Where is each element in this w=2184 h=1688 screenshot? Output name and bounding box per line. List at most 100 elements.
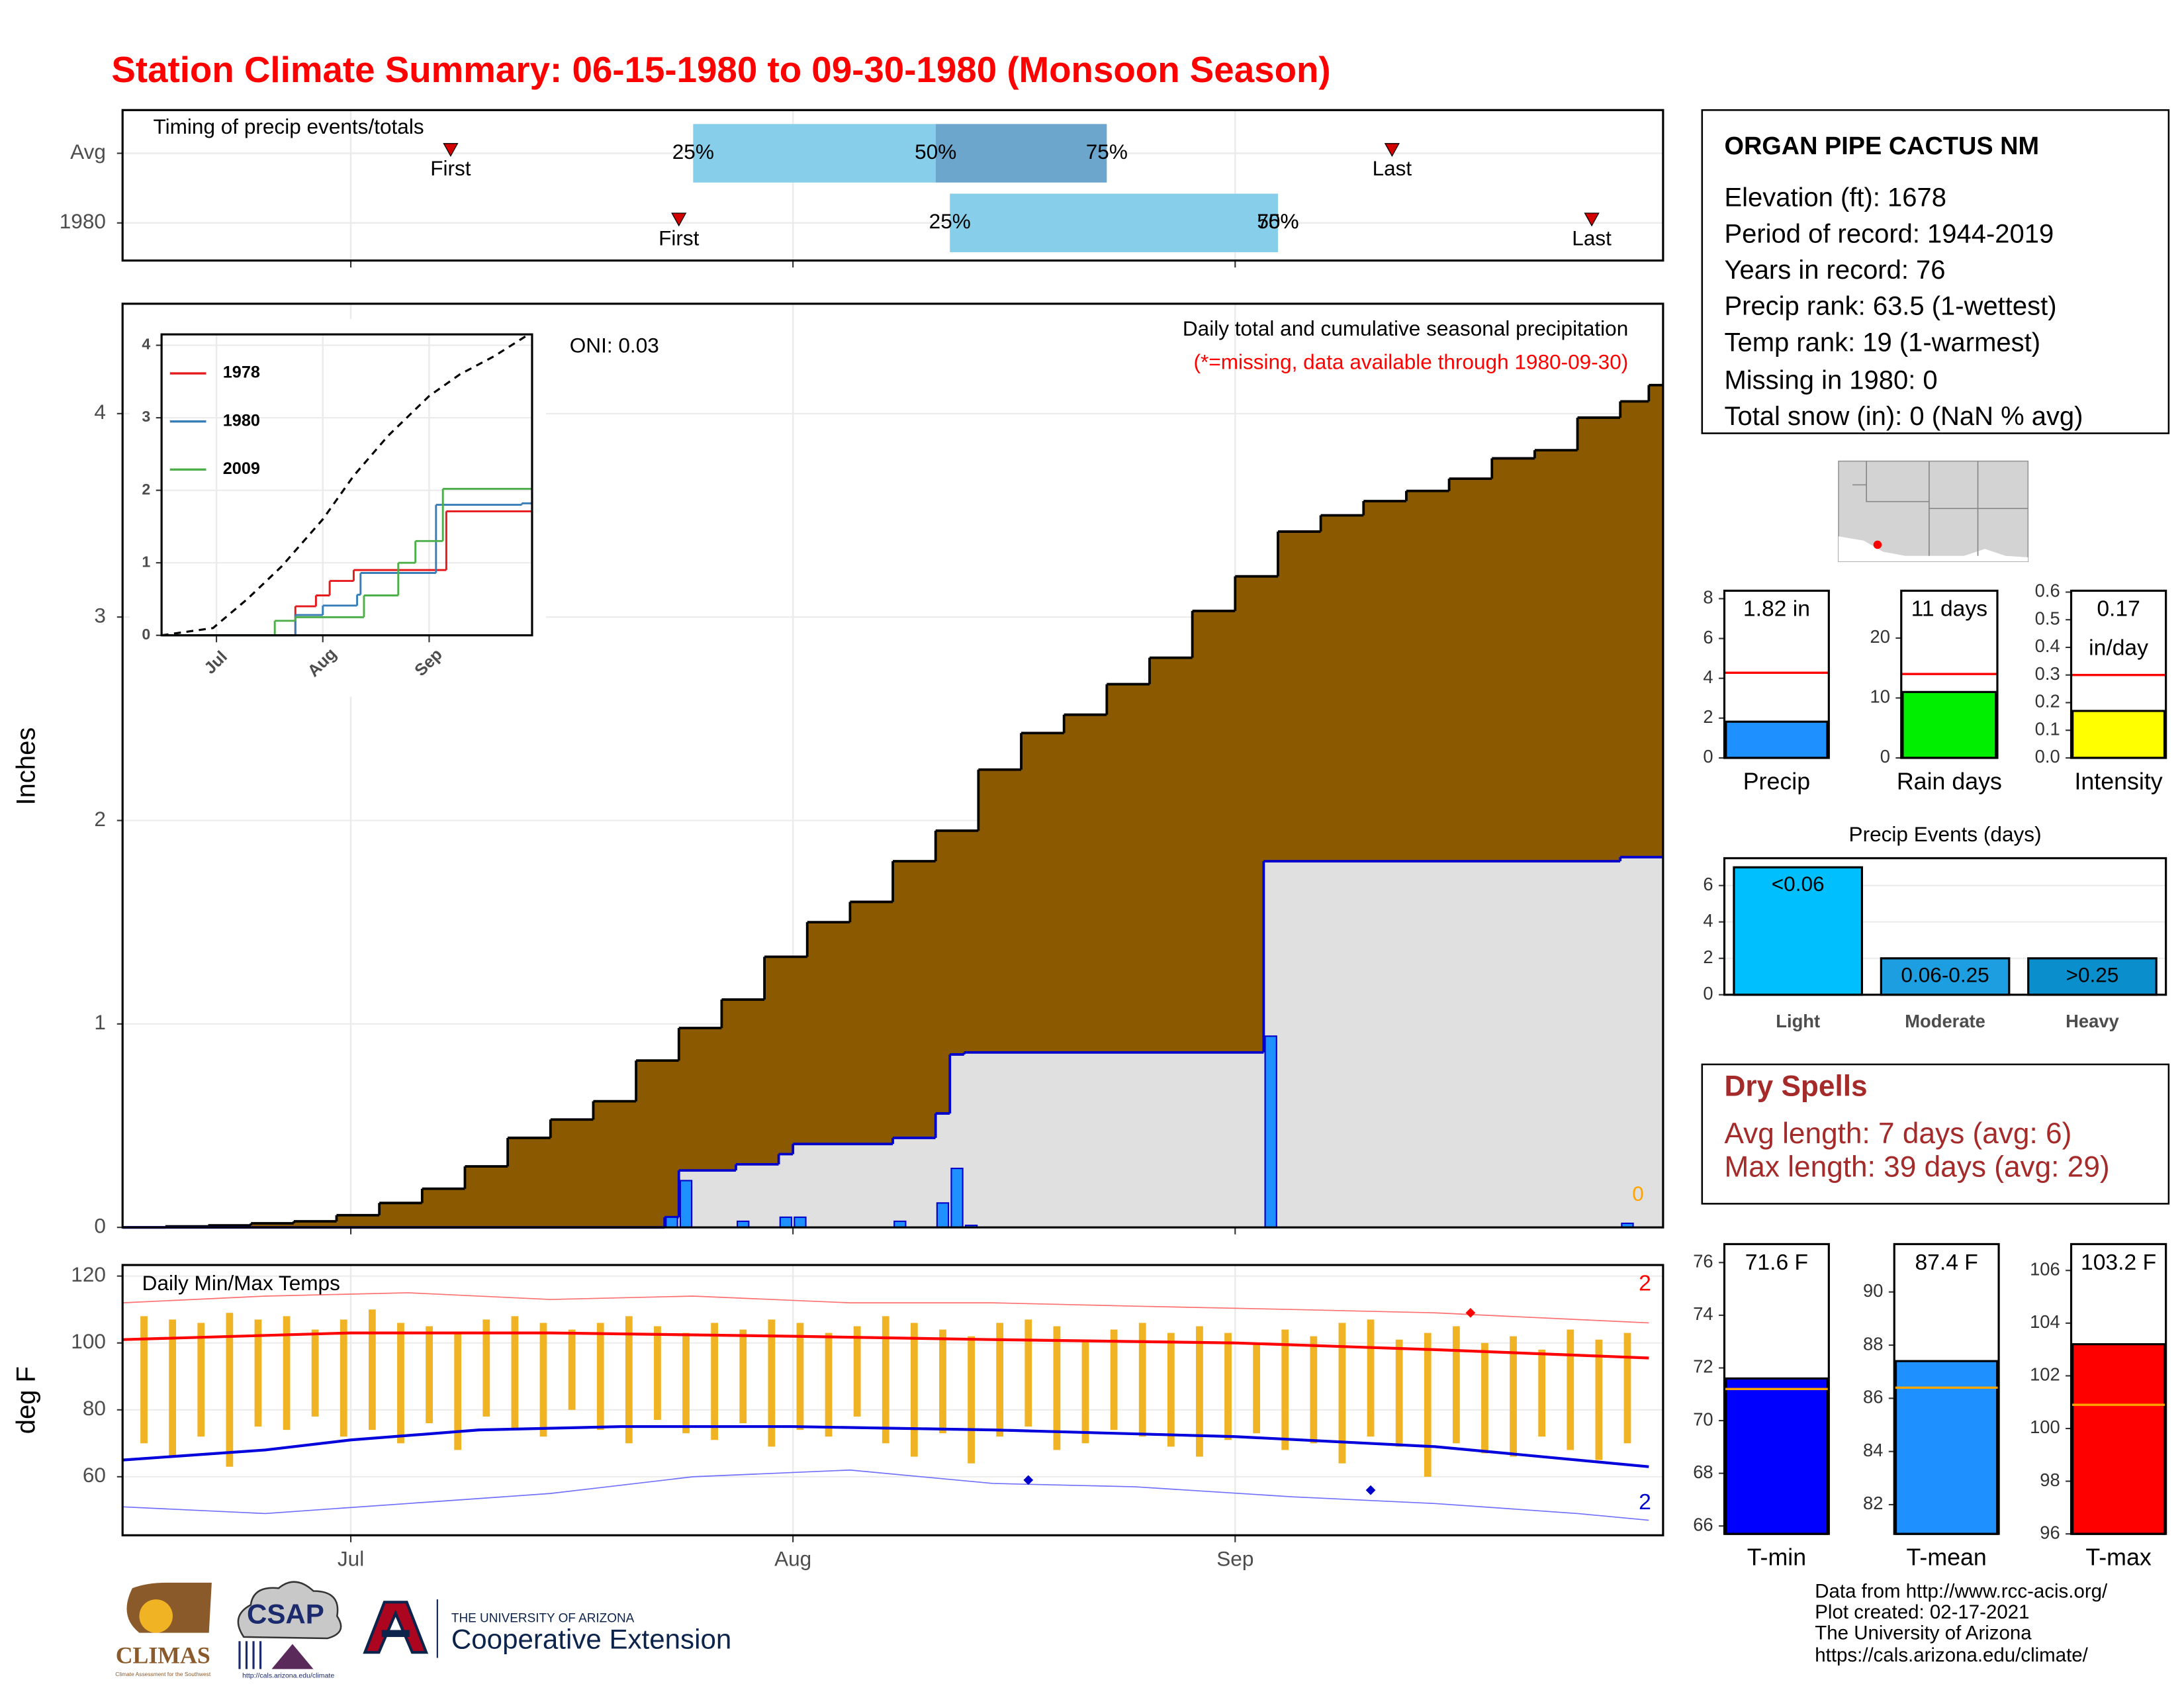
panel-frame	[2070, 589, 2167, 759]
temp-bar	[169, 1319, 177, 1457]
footer-line: https://cals.arizona.edu/climate/	[1815, 1644, 2088, 1666]
panel-bg	[122, 1265, 1663, 1536]
event-label: Last	[1572, 226, 1612, 250]
temp-bar	[311, 1329, 319, 1417]
temp-bar	[1567, 1329, 1574, 1450]
csap-url: http://cals.arizona.edu/climate	[242, 1672, 334, 1680]
legend-label: 1980	[223, 411, 260, 430]
station-line: Temp rank: 19 (1-warmest)	[1724, 328, 2040, 357]
y-tick-label: 68	[1693, 1462, 1713, 1482]
quartile-label: 75%	[1257, 209, 1298, 233]
logos: CLIMAS Climate Assessment for the Southw…	[115, 1581, 731, 1680]
y-tick-label: 84	[1863, 1440, 1883, 1460]
bar-label: >0.25	[2066, 962, 2119, 986]
daily-bar	[936, 1202, 950, 1229]
y-tick-label: 0.0	[2035, 746, 2060, 767]
panel-frame	[1723, 589, 1830, 759]
station-line: Period of record: 1944-2019	[1724, 219, 2054, 248]
category-label: T-min	[1747, 1544, 1806, 1571]
daily-bar	[679, 1180, 693, 1229]
daily-bar	[779, 1216, 793, 1229]
y-tick-label: 0.3	[2035, 663, 2060, 684]
bar	[2071, 710, 2166, 759]
step-area	[336, 1215, 380, 1228]
station-line: Total snow (in): 0 (NaN % avg)	[1724, 402, 2083, 431]
note: (*=missing, data available through 1980-…	[1194, 350, 1629, 374]
y-tick-label: 1	[94, 1010, 106, 1034]
temp-bar	[368, 1309, 376, 1430]
station-line: Precip rank: 63.5 (1-wettest)	[1724, 292, 2056, 321]
y-tick-label: 20	[1870, 626, 1890, 647]
step-area	[735, 1164, 780, 1228]
y-tick-label: 88	[1863, 1333, 1883, 1354]
footer-line: Data from http://www.rcc-acis.org/	[1815, 1580, 2108, 1602]
line	[122, 1292, 1649, 1324]
value-label: 103.2 F	[2081, 1250, 2156, 1275]
bar	[1733, 866, 1863, 996]
quartile-label: 50%	[915, 140, 956, 164]
bar-label: <0.06	[1772, 872, 1825, 896]
step-area	[964, 1052, 1265, 1228]
y-tick-label: 6	[1703, 874, 1713, 894]
temp-bar	[283, 1316, 291, 1430]
csap-mountain	[271, 1644, 314, 1669]
event-marker	[1584, 212, 1600, 227]
temp-bar	[482, 1319, 490, 1417]
temp-bar	[1481, 1342, 1488, 1454]
temp-bar	[939, 1329, 946, 1434]
y-tick-label: 2	[94, 807, 106, 831]
y-tick-label: 72	[1693, 1356, 1713, 1377]
temp-bar	[426, 1326, 433, 1424]
y-tick-label: 0.5	[2035, 608, 2060, 628]
value-label: 1.82 in	[1743, 597, 1810, 622]
category-label: Moderate	[1905, 1011, 1985, 1031]
row-label: Avg	[70, 140, 106, 164]
event-marker	[671, 212, 687, 227]
y-tick-label: 60	[83, 1463, 106, 1487]
panel-frame	[1893, 1243, 2000, 1535]
temp-bar	[1367, 1319, 1375, 1437]
temp-bar	[197, 1323, 205, 1437]
temp-bar	[1224, 1333, 1232, 1440]
subtitle: Daily total and cumulative seasonal prec…	[1183, 316, 1628, 340]
map-mexico	[1839, 536, 2028, 562]
row-label: 1980	[60, 209, 106, 233]
step-area	[893, 1137, 936, 1228]
category-label: T-max	[2085, 1544, 2151, 1571]
category-label: Rain days	[1897, 768, 2002, 794]
temp-bar	[1338, 1323, 1346, 1464]
y-tick-label: 8	[1703, 587, 1713, 608]
category-label: T-mean	[1907, 1544, 1987, 1571]
temp-bar	[910, 1323, 918, 1457]
climas-sun	[139, 1599, 173, 1633]
y-tick-label: 104	[2030, 1311, 2060, 1332]
category-label: Precip	[1743, 768, 1810, 794]
y-tick-label: 0.4	[2035, 635, 2060, 656]
bar	[1901, 690, 1997, 759]
y-tick-label: 4	[94, 400, 106, 424]
y-tick-label: 2	[142, 481, 150, 498]
y-tick-label: 76	[1693, 1251, 1713, 1272]
climas-tagline: Climate Assessment for the Southwest	[115, 1671, 211, 1677]
step-area	[379, 1203, 423, 1228]
y-tick-label: 0	[1703, 746, 1713, 767]
temp-bar	[140, 1316, 148, 1444]
temp-bar	[654, 1326, 661, 1420]
y-tick-label: 0.1	[2035, 718, 2060, 739]
temp-bar	[682, 1333, 690, 1434]
line	[122, 1425, 1649, 1468]
quartile-label: 50%	[1257, 209, 1298, 233]
temp-bar	[568, 1329, 576, 1410]
y-axis-label: Inches	[12, 727, 41, 806]
step-area	[251, 1223, 295, 1228]
y-tick-label: 1	[142, 553, 150, 570]
temp-bar	[511, 1316, 519, 1430]
y-tick-label: 3	[142, 408, 150, 425]
y-tick-label: 100	[2030, 1417, 2060, 1437]
y-tick-label: 100	[71, 1329, 106, 1353]
climas-text: CLIMAS	[116, 1642, 210, 1669]
y-tick-label: 120	[71, 1262, 106, 1286]
extension-text: Cooperative Extension	[451, 1623, 731, 1654]
bar	[1895, 1360, 1999, 1535]
